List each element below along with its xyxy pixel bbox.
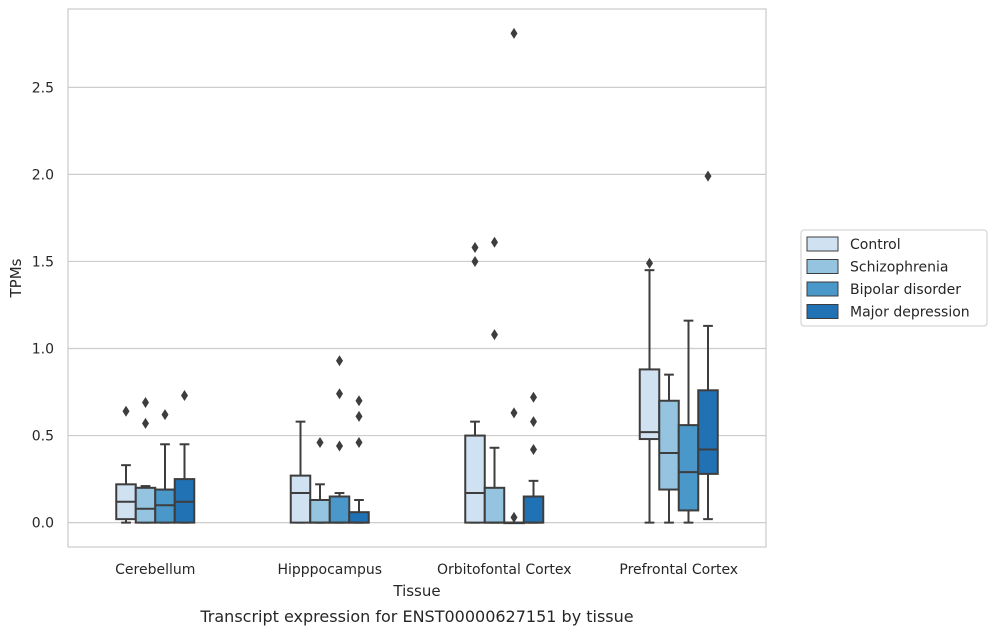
outlier-point <box>355 395 363 407</box>
box-1-1 <box>309 437 331 524</box>
outlier-point <box>336 388 343 400</box>
outlier-point <box>471 255 479 267</box>
y-axis-label: TPMs <box>7 258 25 298</box>
legend-label: Control <box>850 237 901 253</box>
box-2-3 <box>677 319 700 524</box>
legend-label: Bipolar disorder <box>850 282 961 298</box>
outlier-point <box>316 437 324 449</box>
box-3-1 <box>348 395 370 524</box>
legend-swatch <box>806 281 839 297</box>
y-tick-label: 1.5 <box>32 254 54 270</box>
box-iqr <box>638 368 661 441</box>
box-iqr <box>464 434 486 524</box>
box-iqr <box>658 399 680 491</box>
box-iqr <box>697 389 719 475</box>
boxes <box>115 27 719 525</box>
outlier-point <box>471 242 479 254</box>
outlier-point <box>510 511 518 523</box>
box-iqr <box>348 511 370 524</box>
outlier-point <box>491 236 498 248</box>
outlier-point <box>704 170 712 182</box>
outlier-point <box>142 396 149 408</box>
y-tick-label: 1.0 <box>32 342 54 358</box>
legend-swatch <box>806 259 839 274</box>
box-1-3 <box>658 373 680 524</box>
box-2-2 <box>503 27 525 525</box>
x-tick-labels: Cerebellum Hipppocampus Orbitofontal Corte… <box>115 562 738 578</box>
x-tick-label: Cerebellum <box>115 562 195 578</box>
y-tick-label: 0.0 <box>32 516 54 532</box>
x-tick-label: Prefrontal Cortex <box>619 562 738 578</box>
box-iqr <box>134 486 157 524</box>
box-0-3 <box>638 257 661 524</box>
y-tick-label: 2.0 <box>32 167 54 183</box>
box-1-2 <box>483 236 506 524</box>
outlier-point <box>491 329 498 341</box>
box-0-1 <box>289 420 312 524</box>
legend: Control Schizophrenia Bipolar disorder Majo… <box>800 229 988 327</box>
chart-caption: Transcript expression for ENST0000062715… <box>199 607 633 626</box>
box-0-2 <box>464 242 486 524</box>
outlier-point <box>336 440 343 452</box>
box-0-0 <box>115 405 137 524</box>
outlier-point <box>122 405 130 417</box>
legend-swatch <box>806 304 839 319</box>
box-iqr <box>328 495 351 524</box>
outlier-point <box>510 27 518 39</box>
box-iqr <box>289 474 312 524</box>
outlier-point <box>161 409 169 421</box>
box-3-2 <box>522 391 545 524</box>
outlier-point <box>646 257 653 269</box>
outlier-point <box>181 390 188 402</box>
outlier-point <box>336 355 343 367</box>
box-iqr <box>677 424 700 512</box>
legend-swatch <box>806 236 839 252</box>
box-iqr <box>309 498 331 524</box>
legend-frame <box>800 229 988 327</box>
y-tick-label: 2.5 <box>32 80 54 96</box>
legend-label: Major depression <box>850 305 970 321</box>
box-3-0 <box>173 390 196 524</box>
box-1-0 <box>134 396 157 524</box>
box-iqr <box>522 495 545 524</box>
outlier-point <box>355 437 363 449</box>
outlier-point <box>530 443 537 455</box>
legend-label: Schizophrenia <box>850 260 948 276</box>
outlier-point <box>530 391 537 403</box>
box-2-0 <box>154 409 176 524</box>
x-axis-label: Tissue <box>392 582 440 600</box>
box-iqr <box>483 486 506 524</box>
x-tick-label: Orbitofontal Cortex <box>437 562 572 578</box>
outlier-point <box>142 417 149 429</box>
y-tick-label: 0.5 <box>32 429 54 445</box>
x-tick-label: Hipppocampus <box>277 562 382 578</box>
y-tick-labels: 0.0 0.5 1.0 1.5 2.0 2.5 <box>32 80 54 531</box>
outlier-point <box>355 410 363 422</box>
outlier-point <box>530 416 537 428</box>
outlier-point <box>510 407 518 419</box>
box-2-1 <box>328 355 351 524</box>
box-3-3 <box>697 170 719 521</box>
plot-area-frame <box>67 8 767 548</box>
